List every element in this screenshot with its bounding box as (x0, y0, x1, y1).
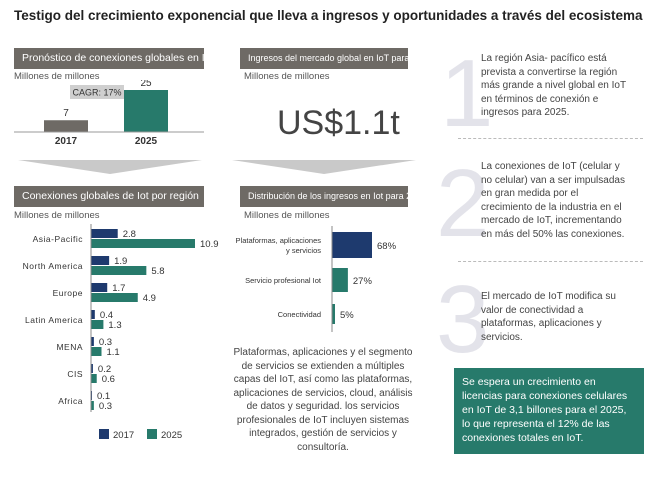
region-data-label: 1.7 (112, 283, 125, 294)
distribution-label: Plataformas, aplicaciones (236, 236, 322, 245)
legend-swatch-2017 (99, 429, 109, 439)
forecast-header: Pronóstico de conexiones globales en IoT (14, 48, 204, 69)
region-data-label: 1.1 (106, 347, 119, 358)
region-data-label: 1.3 (108, 320, 121, 331)
legend-swatch-2025 (147, 429, 157, 439)
region-bar-2025 (91, 239, 195, 248)
region-data-label: 0.2 (98, 364, 111, 375)
divider (458, 261, 643, 262)
distribution-bar (332, 268, 348, 292)
region-bar-2025 (91, 293, 138, 302)
region-data-label: 2.8 (123, 229, 136, 240)
region-bar-2025 (91, 320, 104, 329)
description-text: Plataformas, aplicaciones y el segmento … (233, 347, 413, 453)
region-label: Europe (53, 288, 83, 298)
regions-header: Conexiones globales de Iot por región (14, 186, 204, 207)
distribution-label: Servicio profesional Iot (245, 276, 322, 285)
distribution-label: y servicios (286, 246, 321, 255)
page-title: Testigo del crecimiento exponencial que … (14, 8, 643, 23)
region-bar-2017 (91, 310, 95, 319)
forecast-tick-label: 2017 (55, 136, 78, 147)
distribution-bar (332, 304, 335, 324)
revenue-unit: Millones de millones (244, 71, 330, 82)
region-data-label: 0.3 (99, 401, 112, 412)
region-bar-2017 (91, 364, 93, 373)
region-bar-2017 (91, 229, 118, 238)
forecast-tick-label: 2025 (135, 136, 158, 147)
regions-chart: Asia-Pacific 2.8 10.9 North America 1.9 5.8 Eu… (23, 224, 219, 441)
region-label: CIS (67, 369, 83, 379)
forecast-chart: 7 2017 25 2025 CAGR: 17% (14, 80, 204, 147)
region-data-label: 5.8 (151, 266, 164, 277)
distribution-data-label: 68% (377, 241, 397, 252)
insight-3-numeral: 3 (436, 266, 490, 373)
distribution-unit: Millones de millones (244, 210, 330, 221)
legend-label-2025: 2025 (161, 430, 182, 441)
region-label: North America (23, 261, 83, 271)
revenue-header: Ingresos del mercado global en IoT para … (240, 48, 408, 69)
region-bar-2025 (91, 401, 94, 410)
divider (458, 138, 643, 139)
region-bar-2017 (91, 337, 94, 346)
region-bar-2025 (91, 266, 147, 275)
forecast-bar-2017 (44, 120, 88, 132)
regions-unit: Millones de millones (14, 210, 100, 221)
insight-1-text: La región Asia- pacífico está prevista a… (481, 53, 626, 118)
distribution-label: Conectividad (278, 310, 321, 319)
insight-2-numeral: 2 (436, 150, 490, 257)
region-bar-2025 (91, 347, 102, 356)
forecast-data-label: 7 (63, 108, 69, 119)
insight-2-text: La conexiones de IoT (celular y no celul… (481, 161, 625, 240)
revenue-arrow (232, 160, 416, 174)
revenue-value: US$1.1t (277, 104, 400, 142)
insight-3-text: El mercado de IoT modifica su valor de c… (481, 291, 616, 343)
forecast-arrow (18, 160, 202, 174)
region-bar-2017 (91, 256, 110, 265)
distribution-data-label: 27% (353, 276, 373, 287)
region-label: Asia-Pacific (33, 234, 84, 244)
region-data-label: 0.4 (100, 310, 113, 321)
region-data-label: 4.9 (143, 293, 156, 304)
distribution-header: Distribución de los ingresos en Iot para… (240, 186, 408, 207)
region-data-label: 10.9 (200, 239, 219, 250)
cagr-badge (70, 85, 124, 99)
forecast-data-label: 25 (140, 80, 152, 89)
insight-1-numeral: 1 (440, 40, 494, 147)
region-label: Latin America (25, 315, 83, 325)
region-data-label: 0.6 (102, 374, 115, 385)
distribution-data-label: 5% (340, 310, 354, 321)
forecast-bar-2025 (124, 90, 168, 132)
forecast-unit: Millones de millones (14, 71, 100, 82)
distribution-bar (332, 232, 372, 258)
region-bar-2025 (91, 374, 97, 383)
region-data-label: 0.3 (99, 337, 112, 348)
region-data-label: 0.1 (97, 391, 110, 402)
region-bar-2017 (91, 283, 108, 292)
region-label: Africa (58, 396, 83, 406)
cagr-label: CAGR: 17% (72, 88, 121, 98)
region-data-label: 1.9 (114, 256, 127, 267)
callout-box: Se espera un crecimiento en licencias pa… (454, 368, 644, 454)
region-label: MENA (56, 342, 83, 352)
legend-label-2017: 2017 (113, 430, 134, 441)
